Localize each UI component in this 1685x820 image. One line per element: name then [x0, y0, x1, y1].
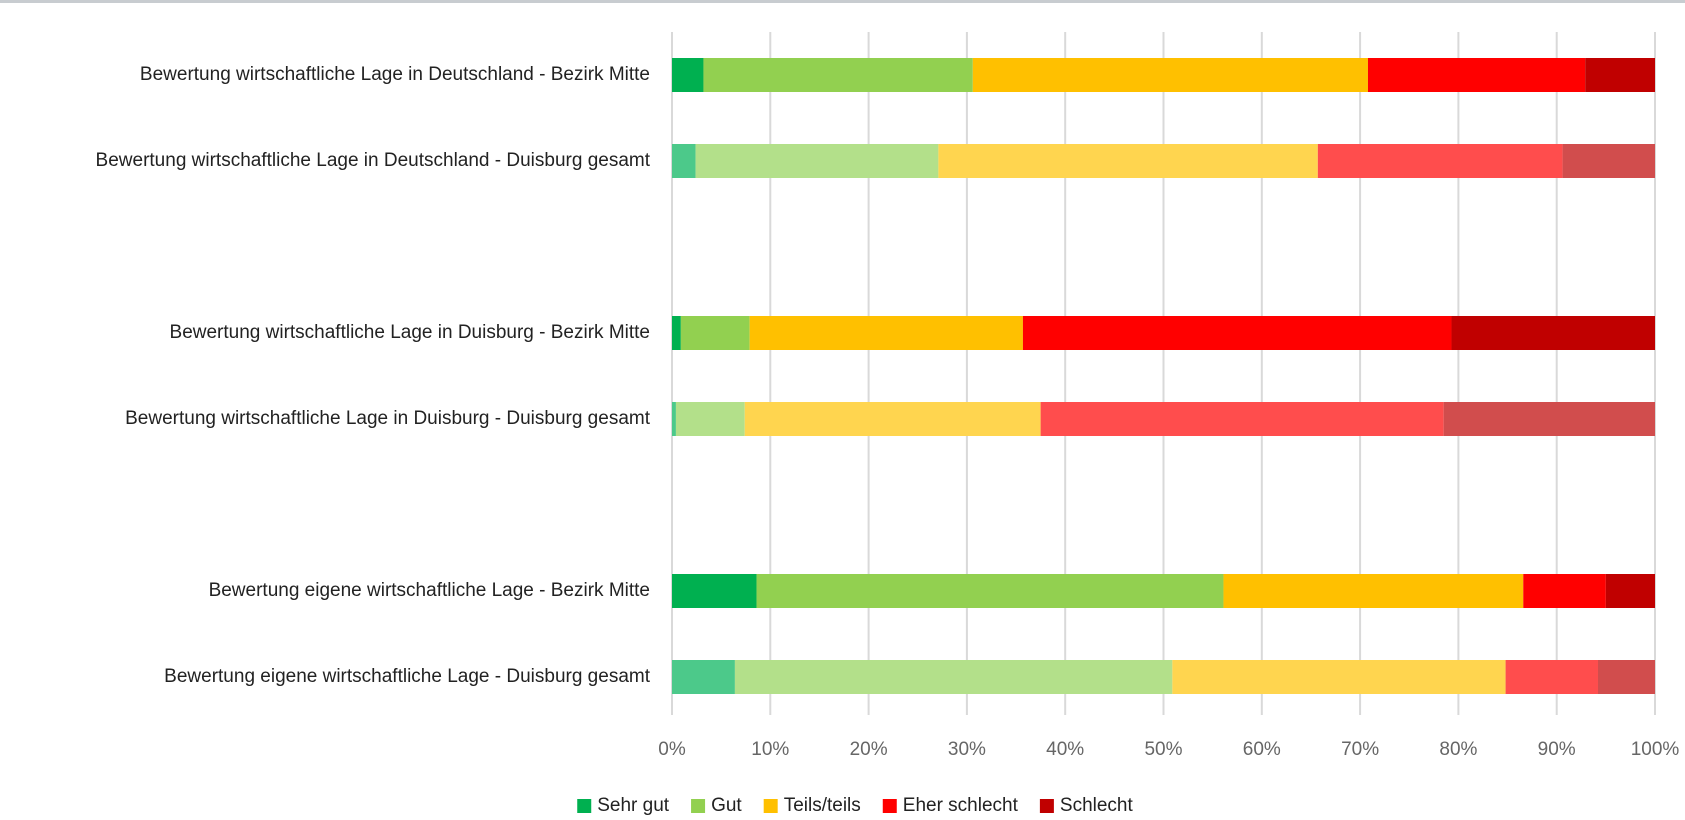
x-tick-label: 80% — [1439, 739, 1477, 760]
bar-segment — [972, 58, 1368, 92]
bar-segment — [744, 402, 1041, 436]
y-tick-label: Bewertung eigene wirtschaftliche Lage - … — [209, 580, 650, 601]
legend-label: Schlecht — [1060, 795, 1134, 816]
bar-segment — [1605, 574, 1655, 608]
bar-segment — [1585, 58, 1655, 92]
y-tick-label: Bewertung wirtschaftliche Lage in Duisbu… — [125, 408, 651, 429]
bar-segment — [756, 574, 1224, 608]
legend-label: Teils/teils — [784, 795, 861, 816]
y-tick-label: Bewertung wirtschaftliche Lage in Deutsc… — [140, 64, 650, 85]
bar-segment — [675, 402, 745, 436]
legend-swatch — [1039, 799, 1054, 813]
bar-segment — [1172, 660, 1506, 694]
x-tick-label: 90% — [1538, 739, 1576, 760]
bar-segment — [1451, 316, 1655, 350]
x-tick-label: 20% — [850, 739, 888, 760]
top-border — [0, 0, 1685, 3]
y-tick-label: Bewertung eigene wirtschaftliche Lage - … — [164, 666, 651, 687]
bar-segment — [1022, 316, 1452, 350]
bar-segment — [1562, 144, 1655, 178]
bar-segment — [680, 316, 750, 350]
y-tick-label: Bewertung wirtschaftliche Lage in Duisbu… — [170, 322, 650, 343]
bar-segment — [672, 316, 681, 350]
bar-segment — [938, 144, 1318, 178]
x-tick-label: 40% — [1046, 739, 1084, 760]
bar-segment — [734, 660, 1173, 694]
bar-segment — [672, 58, 704, 92]
bar-segment — [1317, 144, 1563, 178]
bar-segment — [1505, 660, 1598, 694]
bar-segment — [1223, 574, 1524, 608]
bar-segment — [1040, 402, 1444, 436]
x-tick-label: 70% — [1341, 739, 1379, 760]
x-tick-label: 50% — [1144, 739, 1182, 760]
x-tick-label: 10% — [751, 739, 789, 760]
legend-swatch — [577, 799, 592, 813]
x-tick-label: 0% — [658, 739, 686, 760]
bar-segment — [695, 144, 939, 178]
bar-segment — [1443, 402, 1655, 436]
legend-label: Gut — [711, 795, 742, 816]
legend-label: Eher schlecht — [903, 795, 1019, 816]
x-tick-label: 60% — [1243, 739, 1281, 760]
bar-segment — [1523, 574, 1606, 608]
x-tick-label: 30% — [948, 739, 986, 760]
legend-swatch — [882, 799, 897, 813]
bar-segment — [672, 574, 757, 608]
legend-label: Sehr gut — [597, 795, 670, 816]
x-tick-label: 100% — [1631, 739, 1680, 760]
bar-segment — [703, 58, 973, 92]
legend-swatch — [691, 799, 706, 813]
bar-segment — [1367, 58, 1586, 92]
bar-segment — [672, 402, 676, 436]
bar-segment — [749, 316, 1023, 350]
bar-segment — [1597, 660, 1655, 694]
bar-segment — [672, 144, 696, 178]
y-tick-label: Bewertung wirtschaftliche Lage in Deutsc… — [96, 150, 651, 171]
bar-segment — [672, 660, 735, 694]
legend-swatch — [763, 799, 778, 813]
